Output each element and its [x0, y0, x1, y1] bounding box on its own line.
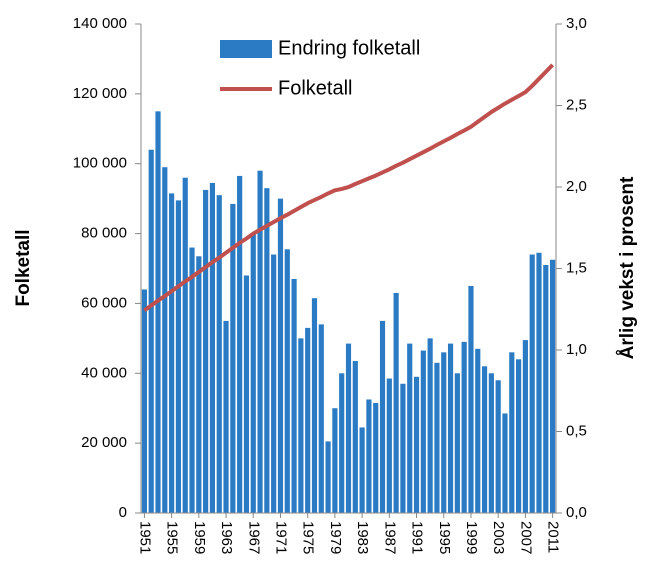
bar — [509, 352, 515, 513]
bar — [189, 247, 195, 514]
bar — [393, 292, 399, 513]
bar — [400, 383, 406, 513]
bar — [536, 252, 542, 513]
bar — [529, 254, 535, 513]
x-tick-label: 1979 — [327, 521, 344, 554]
bar — [298, 338, 304, 513]
bar — [359, 427, 365, 513]
bar — [427, 338, 433, 513]
bar — [407, 343, 413, 513]
x-tick-label: 1983 — [354, 521, 371, 554]
bar — [203, 189, 209, 514]
bar — [209, 182, 216, 514]
bar — [332, 408, 338, 513]
bar — [481, 366, 488, 513]
bar — [488, 373, 494, 513]
x-tick-label: 2003 — [490, 521, 507, 554]
x-tick-label: 1975 — [300, 521, 317, 554]
x-tick-label: 1955 — [164, 521, 181, 554]
bar — [271, 254, 277, 513]
y2-tick-label: 0,0 — [566, 504, 587, 521]
bar — [420, 350, 426, 513]
bar — [277, 198, 284, 513]
bar — [305, 327, 311, 513]
y-tick-label: 20 000 — [81, 434, 127, 451]
bar — [325, 441, 331, 513]
line — [143, 63, 555, 313]
x-tick-label: 1967 — [245, 521, 262, 554]
y2-tick-label: 1,5 — [566, 259, 587, 276]
bar — [264, 188, 270, 513]
bar — [318, 324, 324, 513]
bar — [447, 343, 454, 513]
bar — [243, 275, 250, 513]
bar — [182, 177, 188, 513]
bar — [454, 373, 460, 513]
bar — [543, 265, 549, 513]
y2-tick-label: 0,5 — [566, 422, 587, 439]
bar — [413, 376, 420, 513]
y-tick-label: 100 000 — [73, 155, 127, 172]
x-tick-label: 1991 — [409, 521, 426, 554]
bar — [216, 195, 222, 513]
bar — [169, 193, 175, 513]
bar — [434, 362, 440, 513]
y-tick-label: 0 — [119, 504, 127, 521]
bar — [339, 373, 345, 513]
x-tick-label: 1971 — [272, 521, 289, 554]
bar — [379, 320, 386, 513]
x-tick-label: 1995 — [436, 521, 453, 554]
bar — [550, 259, 556, 513]
y-axis-title: Folketall — [13, 229, 34, 306]
bar — [196, 256, 202, 513]
bar — [522, 340, 528, 513]
bar — [223, 320, 229, 513]
y-tick-label: 60 000 — [81, 294, 127, 311]
bar — [502, 413, 508, 513]
bar — [237, 175, 243, 514]
x-tick-label: 1963 — [218, 521, 235, 554]
bar — [441, 352, 447, 513]
bar — [386, 378, 392, 513]
legend-label: Folketall — [278, 77, 352, 99]
y2-axis-title: Årlig vekst i prosent — [617, 176, 638, 359]
bar — [155, 111, 161, 514]
bar — [515, 359, 522, 513]
x-tick-label: 2007 — [517, 521, 534, 554]
bar — [373, 402, 379, 513]
bar — [352, 361, 358, 513]
x-tick-label: 1999 — [463, 521, 480, 554]
x-tick-label: 1959 — [191, 521, 208, 554]
bar — [141, 289, 147, 513]
bar — [345, 343, 352, 513]
bar — [495, 380, 501, 513]
y-tick-label: 80 000 — [81, 225, 127, 242]
bar — [148, 149, 154, 513]
bar — [475, 348, 481, 513]
y2-tick-label: 2,0 — [566, 178, 587, 195]
bar — [366, 399, 372, 513]
bar — [257, 170, 263, 513]
bar — [311, 298, 318, 513]
bar — [162, 167, 168, 513]
x-tick-label: 2011 — [545, 521, 562, 553]
y-tick-label: 140 000 — [73, 15, 127, 32]
y-tick-label: 40 000 — [81, 364, 127, 381]
bar — [250, 233, 256, 514]
legend-label: Endring folketall — [278, 37, 420, 59]
bar — [461, 341, 467, 513]
y-tick-label: 120 000 — [73, 85, 127, 102]
y2-tick-label: 1,0 — [566, 341, 587, 358]
bar — [175, 200, 182, 513]
bar — [230, 203, 236, 513]
x-tick-label: 1951 — [136, 521, 153, 554]
bar — [468, 285, 474, 513]
x-tick-label: 1987 — [381, 521, 398, 554]
bar — [291, 278, 297, 513]
y2-tick-label: 3,0 — [566, 15, 587, 32]
y2-tick-label: 2,5 — [566, 96, 587, 113]
legend-swatch — [220, 40, 272, 58]
bar — [284, 249, 290, 513]
